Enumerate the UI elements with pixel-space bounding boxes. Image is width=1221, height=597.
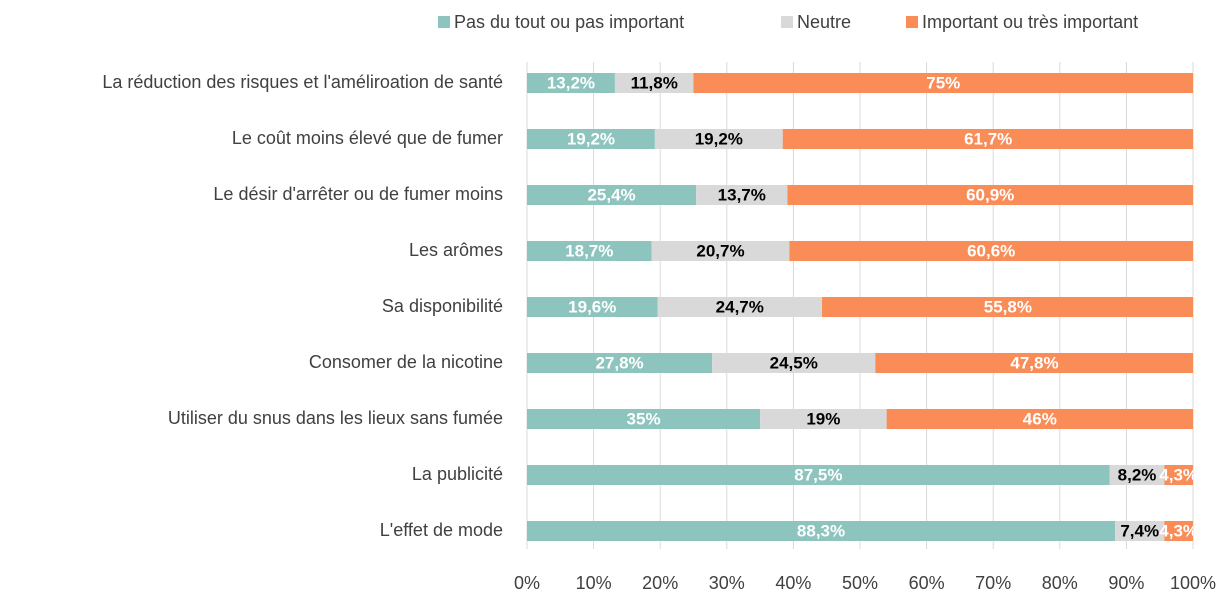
bar-segment	[527, 241, 652, 261]
data-label: 25,4%	[587, 185, 635, 204]
bar-segment	[1164, 521, 1193, 541]
bar-segment	[527, 297, 658, 317]
bar-segment	[527, 409, 761, 429]
data-label: 13,7%	[718, 185, 766, 204]
category-label: Sa disponibilité	[382, 296, 503, 316]
category-label: Le coût moins élevé que de fumer	[232, 128, 503, 148]
bar-segment	[527, 353, 713, 373]
bar-segment	[789, 241, 1193, 261]
category-label: Utiliser du snus dans les lieux sans fum…	[168, 408, 503, 428]
data-label: 19,6%	[568, 297, 616, 316]
x-tick-label: 90%	[1108, 573, 1144, 593]
data-label: 7,4%	[1120, 521, 1159, 540]
bar-segment	[527, 521, 1116, 541]
category-label: Les arômes	[409, 240, 503, 260]
bar-segment	[527, 465, 1110, 485]
legend-swatch	[906, 16, 918, 28]
data-label: 4,3%	[1159, 521, 1198, 540]
bar-segment	[654, 129, 783, 149]
bar-segment	[760, 409, 887, 429]
x-tick-label: 100%	[1170, 573, 1216, 593]
data-label: 20,7%	[696, 241, 744, 260]
data-label: 60,6%	[967, 241, 1015, 260]
data-label: 35%	[627, 409, 661, 428]
data-label: 13,2%	[547, 73, 595, 92]
bar-segment	[527, 185, 697, 205]
category-label: Consomer de la nicotine	[309, 352, 503, 372]
bar-segment	[696, 185, 788, 205]
bar-segment	[886, 409, 1193, 429]
legend-swatch	[781, 16, 793, 28]
category-label: La publicité	[412, 464, 503, 484]
x-tick-label: 60%	[909, 573, 945, 593]
data-label: 55,8%	[984, 297, 1032, 316]
bar-segment	[1109, 465, 1165, 485]
data-label: 61,7%	[964, 129, 1012, 148]
data-label: 47,8%	[1010, 353, 1058, 372]
x-tick-label: 20%	[642, 573, 678, 593]
bar-segment	[1164, 465, 1193, 485]
data-label: 27,8%	[595, 353, 643, 372]
category-label: Le désir d'arrêter ou de fumer moins	[213, 184, 503, 204]
data-label: 75%	[926, 73, 960, 92]
data-label: 24,7%	[716, 297, 764, 316]
bar-segment	[782, 129, 1193, 149]
bar-segment	[1115, 521, 1165, 541]
bar-segment	[527, 73, 615, 93]
bar-segment	[693, 73, 1193, 93]
data-label: 60,9%	[966, 185, 1014, 204]
legend-label: Important ou très important	[922, 12, 1138, 32]
x-tick-label: 40%	[775, 573, 811, 593]
bar-segment	[651, 241, 790, 261]
x-tick-label: 80%	[1042, 573, 1078, 593]
data-label: 19%	[806, 409, 840, 428]
data-label: 19,2%	[567, 129, 615, 148]
x-tick-label: 0%	[514, 573, 540, 593]
data-label: 19,2%	[695, 129, 743, 148]
data-label: 11,8%	[631, 73, 678, 92]
data-label: 46%	[1023, 409, 1057, 428]
x-tick-label: 70%	[975, 573, 1011, 593]
bar-segment	[787, 185, 1193, 205]
data-label: 88,3%	[797, 521, 845, 540]
category-label: La réduction des risques et l'améliroati…	[102, 72, 503, 92]
x-tick-label: 10%	[576, 573, 612, 593]
data-label: 4,3%	[1159, 465, 1198, 484]
data-label: 87,5%	[794, 465, 842, 484]
bar-segment	[657, 297, 823, 317]
bar-segment	[614, 73, 694, 93]
x-tick-label: 30%	[709, 573, 745, 593]
legend-label: Pas du tout ou pas important	[454, 12, 684, 32]
data-label: 24,5%	[770, 353, 818, 372]
bar-segment	[822, 297, 1193, 317]
legend-label: Neutre	[797, 12, 851, 32]
bar-segment	[712, 353, 876, 373]
bar-segment	[527, 129, 655, 149]
category-label: L'effet de mode	[380, 520, 503, 540]
data-label: 8,2%	[1118, 465, 1157, 484]
legend-swatch	[438, 16, 450, 28]
data-label: 18,7%	[565, 241, 613, 260]
bar-segment	[875, 353, 1193, 373]
x-tick-label: 50%	[842, 573, 878, 593]
